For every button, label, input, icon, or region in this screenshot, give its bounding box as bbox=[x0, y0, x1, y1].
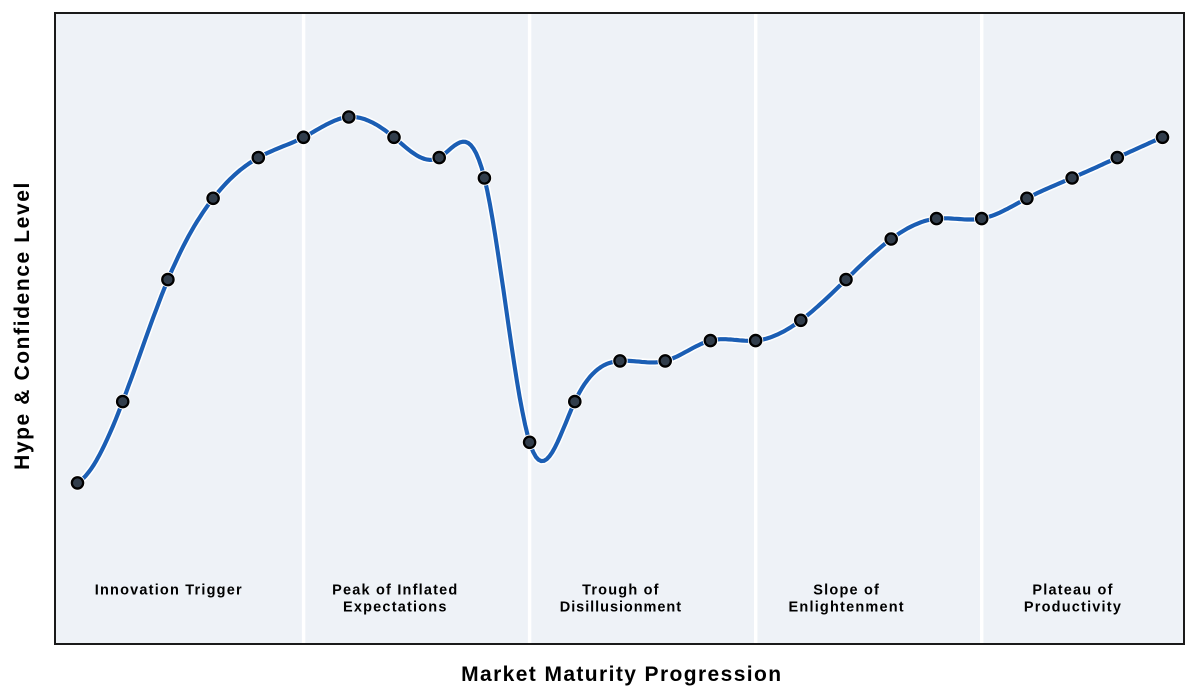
svg-text:Peak of Inflated: Peak of Inflated bbox=[332, 583, 458, 599]
svg-text:Slope of: Slope of bbox=[813, 583, 880, 599]
svg-text:Plateau of: Plateau of bbox=[1032, 583, 1113, 599]
svg-text:Market Maturity Progression: Market Maturity Progression bbox=[461, 663, 782, 686]
svg-text:Disillusionment: Disillusionment bbox=[560, 599, 682, 615]
svg-text:Hype & Confidence Level: Hype & Confidence Level bbox=[11, 181, 34, 470]
svg-text:Enlightenment: Enlightenment bbox=[789, 599, 905, 615]
svg-text:Trough of: Trough of bbox=[582, 583, 660, 599]
svg-text:Expectations: Expectations bbox=[343, 599, 448, 615]
svg-text:Productivity: Productivity bbox=[1024, 599, 1122, 615]
svg-text:Innovation Trigger: Innovation Trigger bbox=[95, 583, 243, 599]
